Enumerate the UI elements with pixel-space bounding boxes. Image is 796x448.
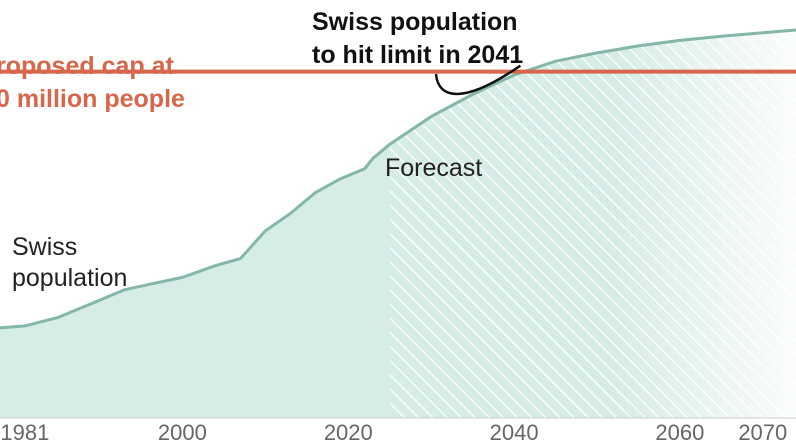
callout-line1: Swiss population xyxy=(312,8,518,36)
callout-leader-line xyxy=(434,64,522,96)
population-label-line1: Swiss xyxy=(12,233,77,261)
x-tick-label: 2070 xyxy=(738,420,787,445)
x-tick-label: 2020 xyxy=(324,420,373,445)
forecast-fade xyxy=(389,30,796,418)
area-layer xyxy=(0,28,796,419)
x-tick-label: 1981 xyxy=(0,420,49,445)
x-tick-label: 2040 xyxy=(490,420,539,445)
callout-line2: to hit limit in 2041 xyxy=(312,41,523,69)
population-line xyxy=(0,28,796,330)
cap-label-line2: 0 million people xyxy=(0,85,185,113)
cap-label-line1: roposed cap at xyxy=(0,52,174,80)
population-label-line2: population xyxy=(12,264,127,292)
x-axis: 1981 2000 2020 2040 2060 2070 xyxy=(0,420,787,445)
x-tick-label: 2060 xyxy=(655,420,704,445)
x-tick-label: 2000 xyxy=(158,420,207,445)
forecast-label: Forecast xyxy=(385,154,482,182)
